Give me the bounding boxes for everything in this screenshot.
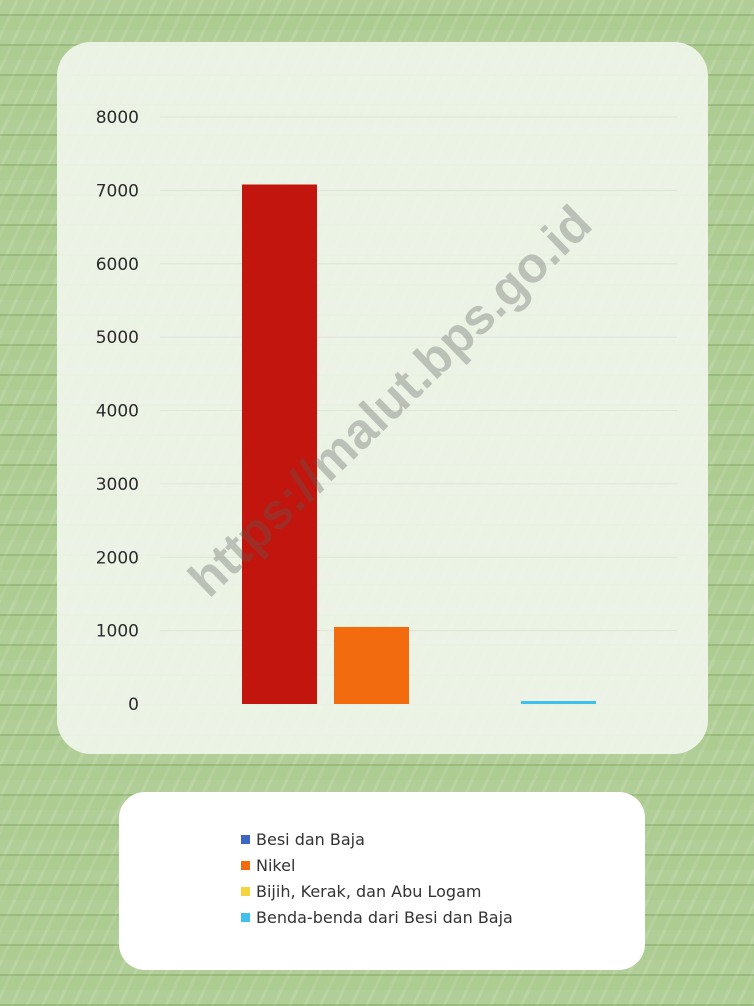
legend-item-besi-dan-baja: Besi dan Baja xyxy=(241,826,513,852)
legend-item-benda-benda-besi-baja: Benda-benda dari Besi dan Baja xyxy=(241,904,513,930)
y-tick-label: 3000 xyxy=(96,475,139,495)
legend: Besi dan Baja Nikel Bijih, Kerak, dan Ab… xyxy=(241,826,513,930)
legend-swatch-besi-dan-baja xyxy=(241,834,250,844)
legend-panel: Besi dan Baja Nikel Bijih, Kerak, dan Ab… xyxy=(119,792,645,970)
legend-label: Bijih, Kerak, dan Abu Logam xyxy=(256,881,482,901)
legend-label: Nikel xyxy=(256,855,296,875)
y-tick-label: 2000 xyxy=(96,548,139,568)
y-tick-label: 4000 xyxy=(96,402,139,422)
legend-label: Benda-benda dari Besi dan Baja xyxy=(256,907,513,927)
y-tick-label: 8000 xyxy=(96,108,139,128)
y-tick-label: 6000 xyxy=(96,255,139,275)
y-tick-label: 7000 xyxy=(96,181,139,201)
bar-chart: 0 1000 2000 3000 4000 5000 6000 7000 8000 xyxy=(96,108,677,715)
y-tick-label: 5000 xyxy=(96,328,139,348)
bar xyxy=(521,701,596,704)
y-tick-label: 0 xyxy=(128,695,139,715)
legend-swatch-bijih-kerak-abu-logam xyxy=(241,886,250,896)
legend-item-nikel: Nikel xyxy=(241,852,513,878)
bar xyxy=(242,184,317,704)
bar xyxy=(334,626,409,704)
legend-swatch-benda-benda-besi-baja xyxy=(241,912,250,922)
y-tick-label: 1000 xyxy=(96,622,139,642)
chart-panel: 0 1000 2000 3000 4000 5000 6000 7000 8000 xyxy=(57,42,708,754)
legend-label: Besi dan Baja xyxy=(256,829,365,849)
legend-item-bijih-kerak-abu-logam: Bijih, Kerak, dan Abu Logam xyxy=(241,878,513,904)
legend-swatch-nikel xyxy=(241,860,250,870)
